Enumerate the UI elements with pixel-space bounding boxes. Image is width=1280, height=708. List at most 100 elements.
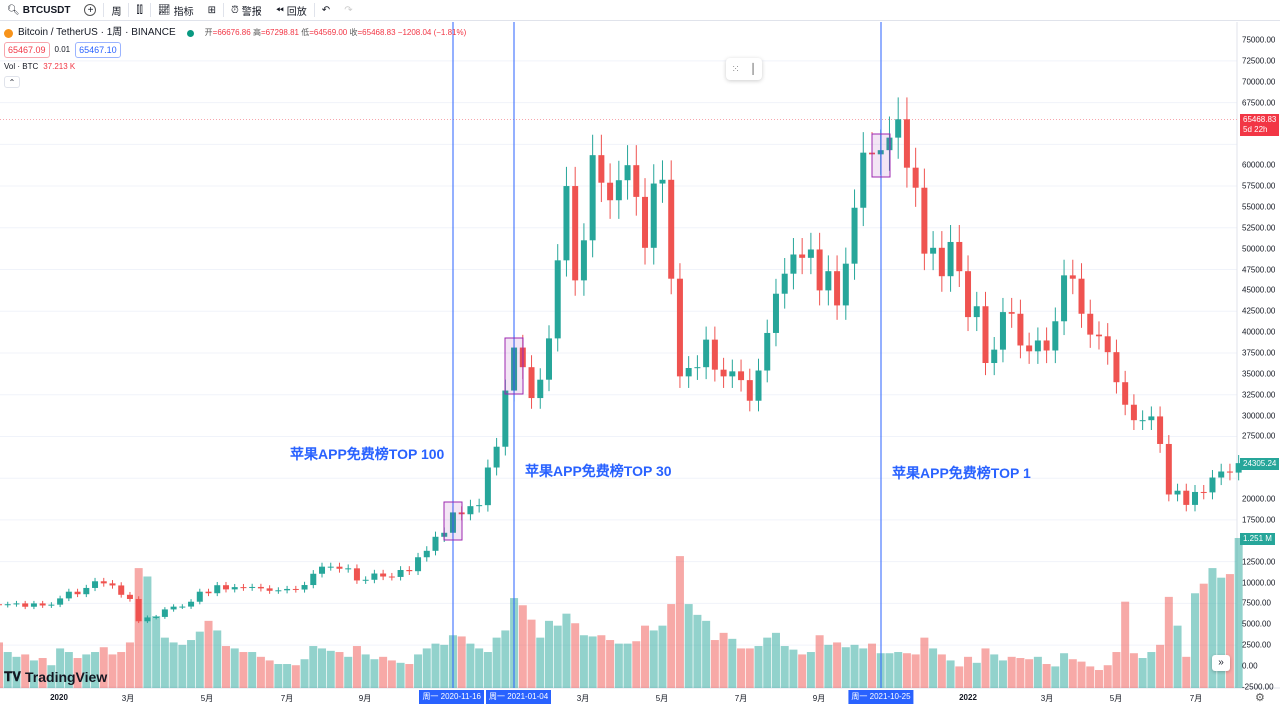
replay-button[interactable]: ⏪︎ 回放 <box>275 4 307 18</box>
candle-body <box>0 604 2 606</box>
price-tick-label: 12500.00 <box>1242 557 1276 567</box>
volume-bar <box>710 640 719 688</box>
volume-bar <box>1086 666 1095 688</box>
candle-body <box>74 591 81 595</box>
volume-bar <box>588 636 597 688</box>
candle-body <box>790 254 797 274</box>
volume-bar <box>1016 658 1025 688</box>
candle-body <box>1157 416 1164 444</box>
candle-body <box>415 557 422 572</box>
candle-body <box>1218 471 1225 478</box>
volume-bar <box>946 660 955 688</box>
candle-body <box>598 155 605 183</box>
annotation-top100[interactable]: 苹果APP免费榜TOP 100 <box>290 446 445 462</box>
price-tick-label: 52500.00 <box>1242 223 1276 233</box>
volume-bar <box>274 664 283 688</box>
candle-body <box>1104 336 1111 353</box>
price-tick-label: 30000.00 <box>1242 411 1276 421</box>
drawing-toolbar[interactable]: ⁙ │ <box>726 58 762 80</box>
time-tick-label: 2022 <box>959 693 977 702</box>
undo-button[interactable]: ↶ <box>315 0 337 21</box>
candle-body <box>126 594 133 599</box>
price-tick-label: 37500.00 <box>1242 348 1276 358</box>
price-tick-label: 72500.00 <box>1242 56 1276 66</box>
candle-body <box>1017 313 1024 346</box>
candle-body <box>310 573 317 586</box>
buy-price-button[interactable]: 65467.10 <box>75 42 121 58</box>
volume-bar <box>1129 653 1138 688</box>
price-axis-bg <box>1237 22 1280 708</box>
price-tick-label: 57500.00 <box>1242 181 1276 191</box>
candle-body <box>755 370 762 401</box>
candle-body <box>580 240 587 281</box>
bitcoin-icon <box>4 28 13 38</box>
layouts-button[interactable]: ⊞ <box>201 0 223 21</box>
volume-bar <box>902 653 911 688</box>
candle-body <box>257 586 264 589</box>
compare-button[interactable]: + <box>77 0 103 21</box>
volume-bar <box>38 658 47 688</box>
volume-bar <box>12 656 21 688</box>
price-tick-label: 27500.00 <box>1242 431 1276 441</box>
candle-body <box>982 306 989 364</box>
symbol-search[interactable]: 🔍︎ BTCUSDT <box>7 4 71 16</box>
time-tick-label: 9月 <box>812 694 826 703</box>
alert-button[interactable]: ⏰︎ 警报 <box>230 4 262 18</box>
volume-bar <box>379 656 388 688</box>
volume-bar <box>352 646 361 688</box>
tradingview-logo[interactable]: 𝐓𝐕 TradingView <box>4 669 108 685</box>
interval-button[interactable]: 周 <box>111 6 122 18</box>
volume-bar <box>623 643 632 688</box>
candle-body <box>851 207 858 264</box>
volume-bar <box>544 620 553 688</box>
volume-bar <box>152 616 161 688</box>
candle-body <box>642 196 649 248</box>
candle-body <box>772 293 779 333</box>
volume-tag: 1.251 M <box>1240 533 1275 545</box>
redo-button[interactable]: ↷ <box>337 0 359 21</box>
annotation-top30[interactable]: 苹果APP免费榜TOP 30 <box>525 463 672 479</box>
volume-bar <box>56 648 65 688</box>
price-tick-label: 55000.00 <box>1242 202 1276 212</box>
symbol-title[interactable]: Bitcoin / TetherUS · 1周 · BINANCE <box>18 27 176 38</box>
candle-body <box>528 367 535 399</box>
volume-bar <box>684 604 693 688</box>
candle-body <box>842 263 849 306</box>
scroll-to-realtime-button[interactable]: » <box>1212 655 1230 671</box>
time-tick-label: 3月 <box>576 694 590 703</box>
volume-bar <box>850 644 859 688</box>
volume-bar <box>492 637 501 688</box>
collapse-legend-button[interactable]: ⌃ <box>4 76 20 88</box>
indicators-button[interactable]: 📈︎ 指标 <box>157 4 194 18</box>
volume-bar <box>0 642 3 688</box>
candle-body <box>1209 477 1216 493</box>
volume-bar <box>859 648 868 688</box>
last-price-tag: 24305.24 <box>1240 458 1280 470</box>
candle-body <box>205 591 212 594</box>
candle-body <box>65 591 72 599</box>
volume-bar <box>702 620 711 688</box>
volume-bar <box>579 635 588 688</box>
sell-price-button[interactable]: 65467.09 <box>4 42 50 58</box>
vertical-line-icon[interactable]: │ <box>750 63 757 75</box>
candle-body <box>1174 490 1181 495</box>
drag-handle-icon[interactable]: ⁙ <box>731 63 740 75</box>
top-toolbar: 🔍︎ BTCUSDT + 周 ⫿⫿ 📈︎ 指标 ⊞ ⏰︎ 警报 ⏪︎ 回放 ↶ ↷ <box>0 0 1280 21</box>
volume-bar <box>990 654 999 688</box>
volume-bar <box>937 654 946 688</box>
chart-type-button[interactable]: ⫿⫿ <box>129 0 149 21</box>
volume-bar <box>187 640 196 688</box>
settings-icon[interactable]: ⚙︎ <box>1255 692 1265 704</box>
volume-bar <box>675 556 684 688</box>
volume-bar <box>998 660 1007 688</box>
candle-body <box>563 186 570 261</box>
candle-body <box>380 573 387 577</box>
candle-body <box>607 182 614 201</box>
candle-body <box>1061 275 1068 322</box>
annotation-top1[interactable]: 苹果APP免费榜TOP 1 <box>892 465 1031 481</box>
candle-body <box>973 306 980 318</box>
grid-icon: ⊞ <box>207 4 216 16</box>
volume-bar <box>318 648 327 688</box>
highlight-box <box>504 337 524 395</box>
